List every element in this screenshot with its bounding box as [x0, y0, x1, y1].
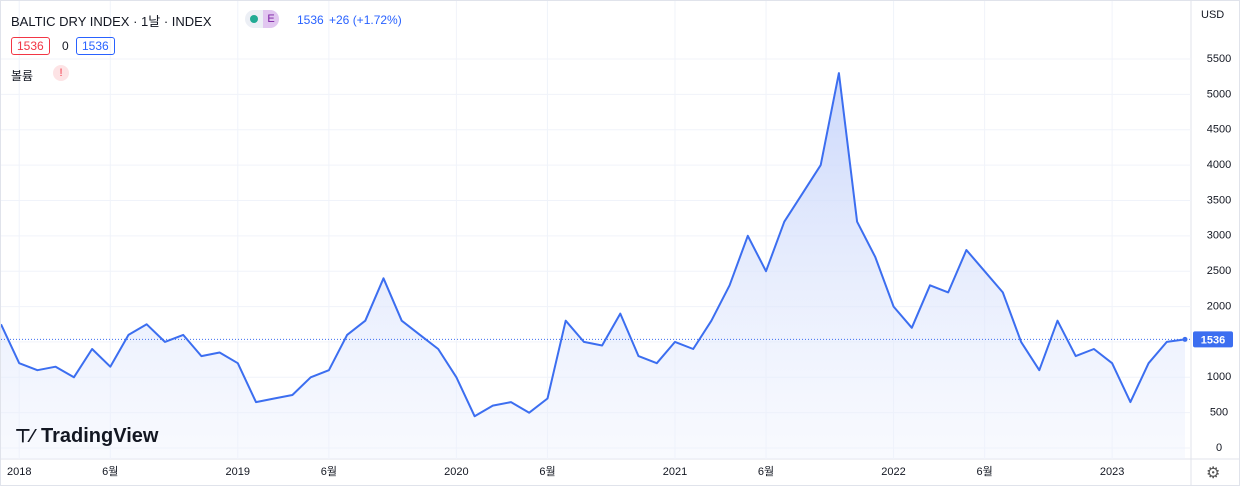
y-tick-label: 0: [1216, 442, 1222, 454]
brand-name: TradingView: [41, 425, 159, 447]
settings-icon[interactable]: ⚙: [1206, 465, 1221, 482]
x-tick-label: 2021: [663, 466, 687, 478]
brand: ⊤⁄ TradingView: [15, 425, 158, 448]
y-tick-label: 4500: [1207, 124, 1231, 136]
y-tick-label: 2500: [1207, 265, 1231, 277]
y-tick-label: 500: [1210, 407, 1228, 419]
area-line: [1, 72, 1186, 418]
status-dot: [250, 15, 258, 23]
badge: E: [263, 10, 279, 28]
y-tick-label: 5500: [1207, 53, 1231, 65]
currency[interactable]: USD: [1201, 9, 1225, 21]
y-tick-label: 5000: [1207, 88, 1231, 100]
volume-value: 0: [62, 39, 69, 53]
x-tick-label: 6월: [758, 465, 774, 478]
change: +26 (+1.72%): [329, 13, 402, 27]
last-value: 1536: [297, 13, 324, 27]
x-tick-label: 6월: [102, 465, 118, 478]
chart-title: BALTIC DRY INDEX · 1날 · INDEX: [11, 14, 212, 29]
price-tag: 1536: [1201, 334, 1225, 346]
x-tick-label: 6월: [321, 465, 337, 478]
y-tick-label: 3500: [1207, 194, 1231, 206]
x-tick-label: 2019: [226, 466, 250, 478]
badge-bg: E: [245, 10, 279, 28]
brand-logo: ⊤⁄: [15, 426, 34, 446]
close-value: 1536: [76, 37, 115, 55]
y-tick-label: 1000: [1207, 371, 1231, 383]
y-tick-label: 4000: [1207, 159, 1231, 171]
open-value: 1536: [11, 37, 50, 55]
x-tick-label: 2018: [7, 466, 31, 478]
volume-label: 볼륨: [11, 69, 34, 83]
price-tag-bg: [1193, 331, 1233, 348]
x-tick-label: 2020: [444, 466, 468, 478]
x-tick-label: 2023: [1100, 466, 1124, 478]
x-tick-label: 2022: [881, 466, 905, 478]
x-tick-label: 6월: [977, 465, 993, 478]
last-point: [1182, 336, 1188, 342]
y-tick-label: 2000: [1207, 300, 1231, 312]
x-tick-label: 6월: [539, 465, 555, 478]
y-tick-label: 3000: [1207, 230, 1231, 242]
area-fill: [1, 73, 1185, 459]
warning[interactable]: !: [53, 65, 69, 81]
